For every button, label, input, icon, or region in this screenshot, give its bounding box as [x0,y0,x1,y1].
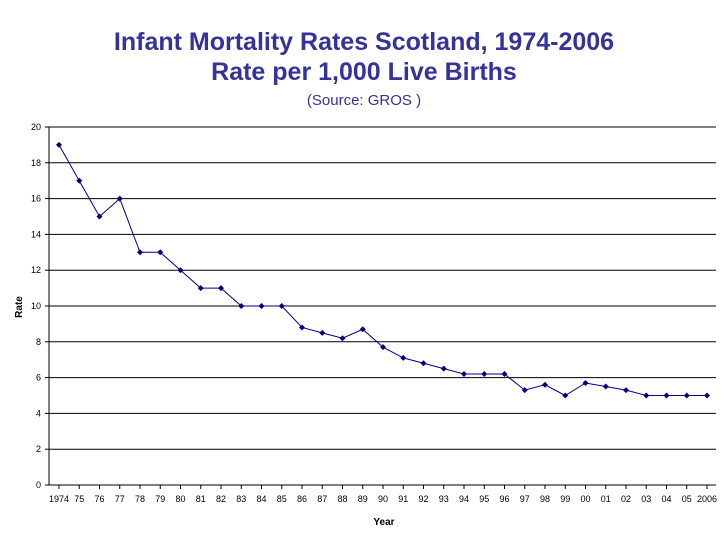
gridlines [45,126,716,486]
data-point [481,371,488,378]
x-tick-label: 78 [135,494,145,504]
x-tick-label: 91 [398,494,408,504]
x-tick-label: 99 [560,494,570,504]
x-tick-label: 83 [236,494,246,504]
x-tick-label: 94 [459,494,469,504]
x-tick-label: 95 [479,494,489,504]
x-tick-label: 84 [256,494,266,504]
y-tick-label: 0 [36,480,41,490]
x-tick-label: 98 [540,494,550,504]
x-tick-label: 88 [337,494,347,504]
data-point [521,387,528,394]
data-point [542,381,548,388]
y-axis-label: Rate [14,296,25,318]
data-point [56,141,62,148]
x-tick-label: 1974 [49,494,69,504]
data-point [704,392,710,399]
data-point [96,213,103,220]
series [56,141,710,399]
x-tick-label: 75 [74,494,84,504]
y-tick-label: 18 [31,158,41,168]
x-tick-label: 00 [580,494,590,504]
y-tick-label: 10 [31,301,41,311]
y-tick-label: 16 [31,194,41,204]
x-tick-label: 05 [682,494,692,504]
data-point [359,326,366,333]
data-point [582,379,589,386]
y-tick-label: 4 [36,408,41,418]
x-tick-label: 96 [499,494,509,504]
x-axis-label: Year [373,517,394,528]
data-point [137,249,143,256]
x-tick-label: 87 [317,494,327,504]
data-point [116,195,123,202]
data-point [76,177,83,184]
data-point [157,249,164,256]
data-point [643,392,650,399]
x-tick-label: 01 [601,494,611,504]
x-tick-label: 89 [358,494,368,504]
y-tick-label: 6 [36,373,41,383]
data-point [562,392,569,399]
data-point [461,371,467,378]
x-tick-label: 85 [277,494,287,504]
x-tick-label: 03 [641,494,651,504]
x-tick-label: 02 [621,494,631,504]
x-tick-label: 92 [418,494,428,504]
data-point [278,303,285,309]
chart-subtitle: Rate per 1,000 Live Births [211,58,517,86]
x-tick-label: 86 [297,494,307,504]
x-tick-label: 90 [378,494,388,504]
y-tick-labels: 0 2 4 6 8 10 12 14 16 18 20 [31,122,41,490]
data-point [258,303,265,309]
x-tick-label: 97 [520,494,530,504]
x-tick-label: 76 [94,494,104,504]
y-tick-label: 8 [36,337,41,347]
x-tick-label: 80 [175,494,185,504]
x-tick-label: 79 [155,494,165,504]
data-point [299,324,305,331]
x-tick-label: 04 [661,494,671,504]
data-point [380,344,386,351]
data-point [420,360,427,367]
y-tick-label: 14 [31,229,41,239]
x-tick-labels: 1974 75 76 77 78 79 80 81 82 83 84 85 86 87 88 89 90 91 92… [49,485,717,504]
x-tick-label: 93 [439,494,449,504]
data-point [339,335,346,342]
data-point [218,285,224,292]
chart-title: Infant Mortality Rates Scotland, 1974-20… [113,28,615,56]
x-tick-label: 77 [115,494,125,504]
data-point [623,387,629,394]
x-tick-label: 2006 [697,494,717,504]
x-tick-label: 81 [196,494,206,504]
data-point [400,354,407,361]
data-point [440,365,447,372]
data-point [501,371,508,378]
data-point [602,383,609,390]
data-point [177,267,184,274]
data-point [683,392,690,399]
data-point [319,329,326,336]
data-point [663,392,670,399]
y-tick-label: 12 [31,265,41,275]
y-tick-label: 2 [36,444,41,454]
chart-source: (Source: GROS ) [306,92,422,109]
x-tick-label: 82 [216,494,226,504]
y-tick-label: 20 [31,122,41,132]
data-point [197,285,204,292]
data-point [238,303,245,309]
